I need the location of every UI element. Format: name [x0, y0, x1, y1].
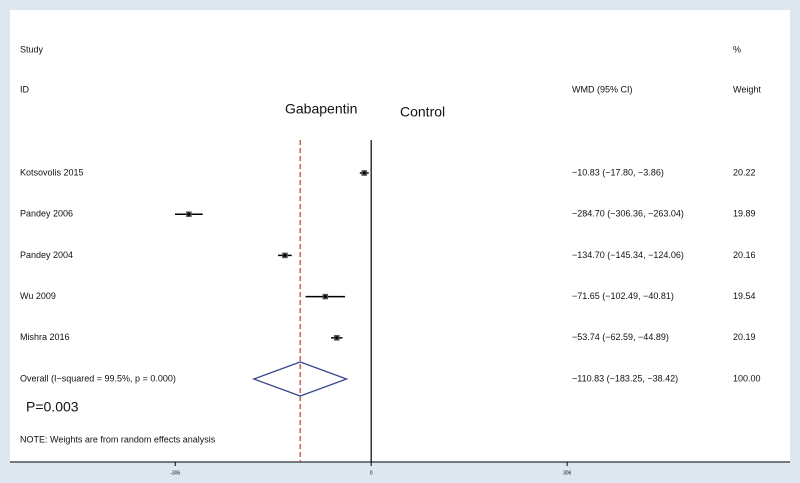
header-study: Study [20, 44, 44, 54]
study-point [335, 336, 339, 340]
weight-label: 20.22 [733, 167, 756, 177]
p-value: P=0.003 [26, 399, 79, 415]
ci-label: −10.83 (−17.80, −3.86) [572, 167, 664, 177]
x-tick-label: 0 [370, 470, 373, 476]
weight-label: 19.89 [733, 209, 756, 219]
left-label: Gabapentin [285, 101, 357, 117]
study-point [283, 253, 287, 257]
overall-ci-label: −110.83 (−183.25, −38.42) [572, 373, 678, 383]
x-tick-label: 306 [563, 470, 572, 476]
study-point [362, 171, 366, 175]
study-label: Pandey 2004 [20, 250, 73, 260]
ci-label: −134.70 (−145.34, −124.06) [572, 250, 684, 260]
plot-area [10, 10, 790, 462]
overall-diamond [251, 361, 349, 397]
header-id: ID [20, 84, 30, 94]
overall-weight-label: 100.00 [733, 373, 761, 383]
ci-label: −71.65 (−102.49, −40.81) [572, 291, 674, 301]
note: NOTE: Weights are from random effects an… [20, 434, 216, 444]
ci-label: −53.74 (−62.59, −44.89) [572, 332, 669, 342]
header-weight: Weight [733, 84, 761, 94]
overall-label: Overall (I−squared = 99.5%, p = 0.000) [20, 373, 176, 383]
study-point [323, 295, 327, 299]
study-label: Mishra 2016 [20, 332, 70, 342]
study-label: Pandey 2006 [20, 209, 73, 219]
header-ci: WMD (95% CI) [572, 84, 633, 94]
x-tick-label: -306 [170, 470, 180, 476]
right-label: Control [400, 104, 445, 120]
study-label: Wu 2009 [20, 291, 56, 301]
weight-label: 20.19 [733, 332, 756, 342]
study-label: Kotsovolis 2015 [20, 167, 84, 177]
ci-label: −284.70 (−306.36, −263.04) [572, 209, 684, 219]
weight-label: 19.54 [733, 291, 756, 301]
header-pct: % [733, 44, 741, 54]
weight-label: 20.16 [733, 250, 756, 260]
study-point [187, 212, 191, 216]
